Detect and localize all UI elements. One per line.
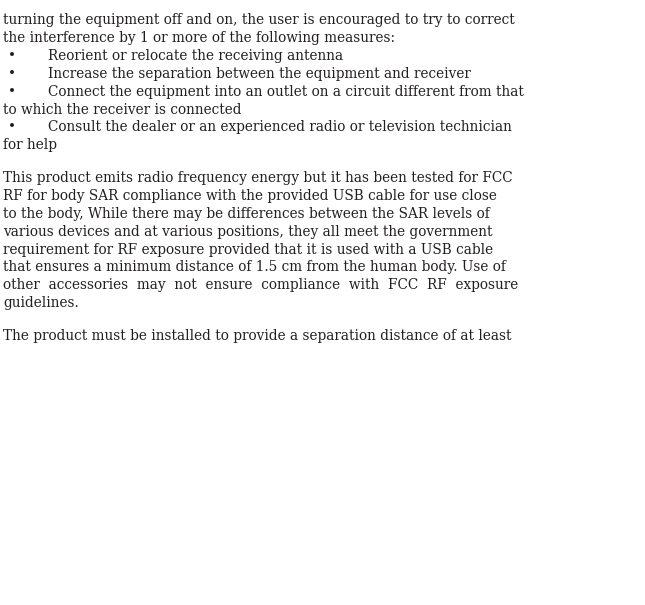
Text: Consult the dealer or an experienced radio or television technician: Consult the dealer or an experienced rad… xyxy=(48,120,512,134)
Text: This product emits radio frequency energy but it has been tested for FCC: This product emits radio frequency energ… xyxy=(3,171,513,185)
Text: •: • xyxy=(8,85,15,99)
Text: to the body, While there may be differences between the SAR levels of: to the body, While there may be differen… xyxy=(3,207,490,221)
Text: to which the receiver is connected: to which the receiver is connected xyxy=(3,102,242,117)
Text: Connect the equipment into an outlet on a circuit different from that: Connect the equipment into an outlet on … xyxy=(48,85,524,99)
Text: various devices and at various positions, they all meet the government: various devices and at various positions… xyxy=(3,225,493,239)
Text: the interference by 1 or more of the following measures:: the interference by 1 or more of the fol… xyxy=(3,31,395,45)
Text: •: • xyxy=(8,49,15,63)
Text: turning the equipment off and on, the user is encouraged to try to correct: turning the equipment off and on, the us… xyxy=(3,13,515,27)
Text: Increase the separation between the equipment and receiver: Increase the separation between the equi… xyxy=(48,67,471,81)
Text: RF for body SAR compliance with the provided USB cable for use close: RF for body SAR compliance with the prov… xyxy=(3,189,497,203)
Text: for help: for help xyxy=(3,138,57,152)
Text: guidelines.: guidelines. xyxy=(3,296,79,310)
Text: other  accessories  may  not  ensure  compliance  with  FCC  RF  exposure: other accessories may not ensure complia… xyxy=(3,278,519,292)
Text: requirement for RF exposure provided that it is used with a USB cable: requirement for RF exposure provided tha… xyxy=(3,243,493,257)
Text: The product must be installed to provide a separation distance of at least: The product must be installed to provide… xyxy=(3,329,511,343)
Text: •: • xyxy=(8,67,15,81)
Text: Reorient or relocate the receiving antenna: Reorient or relocate the receiving anten… xyxy=(48,49,344,63)
Text: that ensures a minimum distance of 1.5 cm from the human body. Use of: that ensures a minimum distance of 1.5 c… xyxy=(3,261,506,275)
Text: •: • xyxy=(8,120,15,134)
